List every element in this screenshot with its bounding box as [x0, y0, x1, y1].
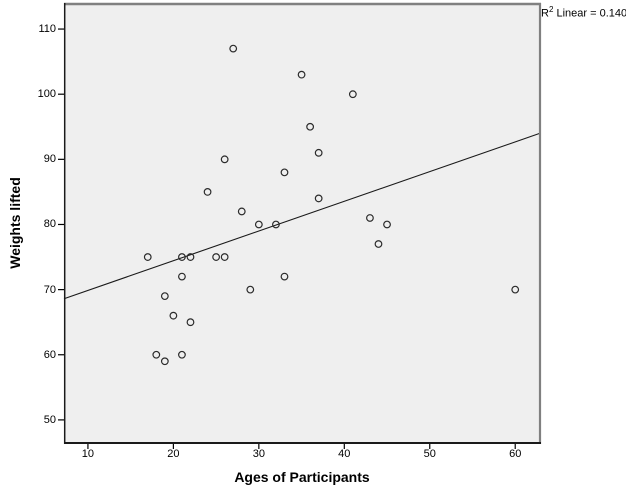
data-point-marker	[169, 311, 178, 320]
data-point-marker	[383, 220, 391, 229]
data-point-marker	[306, 122, 315, 131]
data-point-marker	[160, 357, 169, 366]
r-squared-superscript: 2	[548, 5, 554, 14]
data-point-marker	[297, 70, 306, 79]
plot-area-background	[64, 3, 540, 444]
x-axis-tick-label: 20	[167, 448, 180, 460]
data-point-marker	[160, 292, 169, 301]
data-point-marker	[272, 220, 280, 229]
r-squared-prefix: R	[541, 7, 549, 20]
x-axis-tick-label: 40	[338, 448, 351, 460]
y-axis-tick-label: 100	[37, 88, 56, 101]
data-point-marker	[152, 350, 161, 359]
data-point-marker	[348, 90, 357, 99]
x-axis-tick-label: 30	[252, 448, 265, 460]
data-point-marker	[220, 155, 229, 164]
y-axis-tick-label: 110	[38, 23, 56, 36]
y-axis-title: Weights lifted	[7, 177, 23, 269]
data-point-marker	[511, 285, 520, 294]
x-axis-tick-label: 10	[81, 448, 95, 460]
x-axis-title: Ages of Participants	[234, 469, 370, 485]
y-axis-tick-label: 60	[43, 348, 56, 361]
data-point-marker	[366, 214, 374, 222]
data-point-marker	[280, 272, 289, 281]
data-point-marker	[280, 168, 289, 177]
x-axis-tick-label: 50	[423, 448, 436, 460]
data-point-marker	[254, 220, 263, 229]
data-point-marker	[314, 194, 323, 203]
y-axis-tick-label: 80	[43, 218, 56, 231]
data-point-marker	[212, 253, 221, 261]
data-point-marker	[186, 253, 195, 261]
data-point-marker	[203, 188, 212, 196]
data-point-marker	[143, 253, 152, 261]
data-point-marker	[237, 207, 246, 216]
x-axis-tick-label: 60	[509, 448, 522, 460]
data-point-marker	[374, 240, 383, 248]
data-point-marker	[314, 148, 323, 157]
r-squared-annotation: R2 Linear = 0.140	[541, 5, 626, 20]
data-point-marker	[178, 350, 186, 359]
data-point-marker	[246, 285, 255, 294]
y-axis-tick-label: 70	[43, 283, 56, 296]
data-point-marker	[178, 253, 186, 261]
data-point-marker	[178, 272, 186, 281]
y-axis-tick-label: 50	[43, 413, 56, 426]
y-axis-tick-label: 90	[43, 153, 56, 166]
data-point-marker	[220, 253, 229, 261]
data-point-marker	[229, 44, 238, 53]
regression-line	[63, 132, 541, 300]
r-squared-value-text: Linear = 0.140	[553, 7, 626, 20]
data-point-marker	[186, 318, 195, 327]
